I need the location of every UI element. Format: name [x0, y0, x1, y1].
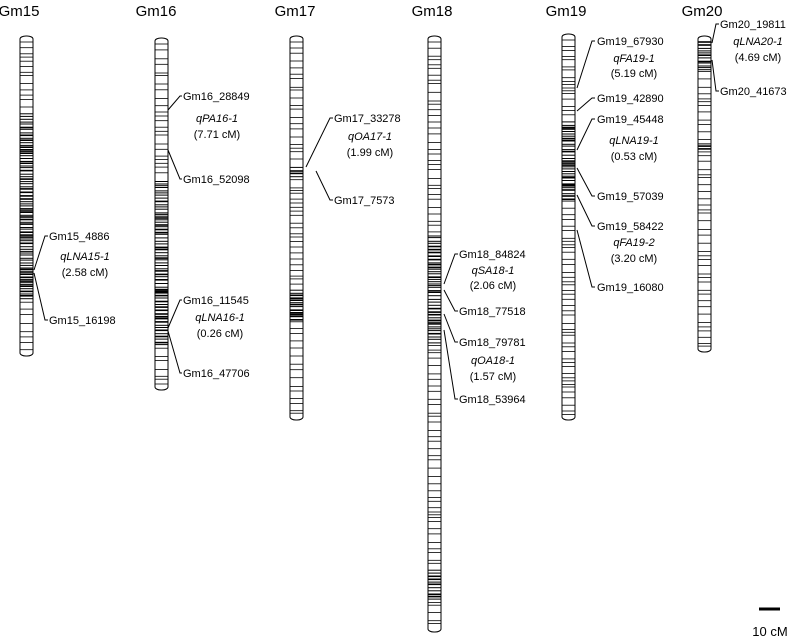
chromosome-title-gm15: Gm15 [0, 3, 39, 20]
connector-gm18-84824 [443, 253, 458, 285]
qtl-interval: (3.20 cM) [611, 253, 657, 265]
marker-label: Gm19_58422 [597, 221, 664, 233]
marker-label: Gm20_41673 [720, 86, 787, 98]
connector-gm16-52098 [167, 149, 182, 180]
marker-label: Gm18_77518 [459, 306, 526, 318]
connector-gm19-57039 [576, 167, 595, 197]
marker-label: Gm16_52098 [183, 174, 250, 186]
qtl-interval: (0.53 cM) [611, 151, 657, 163]
chromosome-title-gm16: Gm16 [136, 3, 177, 20]
scale-label: 10 cM [752, 624, 787, 639]
connector-gm15-16198 [33, 272, 48, 321]
marker-label: Gm18_84824 [459, 249, 526, 261]
connector-gm18-79781 [443, 313, 458, 343]
marker-label: Gm16_28849 [183, 91, 250, 103]
connector-gm18-77518 [443, 289, 458, 312]
qtl-name: qLNA19-1 [609, 135, 659, 147]
connector-gm16-47706 [167, 330, 182, 374]
qtl-interval: (4.69 cM) [735, 52, 781, 64]
qtl-name: qFA19-2 [613, 237, 654, 249]
marker-label: Gm18_53964 [459, 394, 526, 406]
chromosome-gm19 [561, 33, 576, 421]
chromosome-title-gm18: Gm18 [412, 3, 453, 20]
qtl-interval: (2.06 cM) [470, 280, 516, 292]
qtl-interval: (2.58 cM) [62, 267, 108, 279]
chromosome-gm20 [697, 35, 712, 353]
chromosome-gm16 [154, 37, 169, 391]
marker-label: Gm20_19811 [720, 19, 786, 31]
marker-label: Gm19_57039 [597, 191, 664, 203]
connector-gm19-42890 [576, 97, 595, 112]
connector-gm20-19811 [711, 23, 719, 44]
connector-gm19-67930 [576, 40, 595, 89]
qtl-name: qLNA15-1 [60, 251, 110, 263]
qtl-name: qFA19-1 [613, 53, 654, 65]
connector-gm16-11545 [167, 299, 182, 329]
chromosome-title-gm19: Gm19 [546, 3, 587, 20]
chromosome-title-gm17: Gm17 [275, 3, 316, 20]
connector-gm18-53964 [443, 329, 458, 400]
connector-gm17-7573 [315, 170, 333, 201]
qtl-name: qLNA20-1 [733, 36, 783, 48]
connector-gm19-16080 [576, 229, 595, 288]
qtl-interval: (1.99 cM) [347, 147, 393, 159]
chromosome-title-gm20: Gm20 [682, 3, 723, 20]
connector-gm16-28849 [167, 95, 182, 111]
qtl-name: qOA17-1 [348, 131, 392, 143]
marker-label: Gm19_16080 [597, 282, 664, 294]
marker-label: Gm18_79781 [459, 337, 526, 349]
marker-label: Gm19_42890 [597, 93, 664, 105]
marker-label: Gm19_45448 [597, 114, 664, 126]
marker-label: Gm19_67930 [597, 36, 664, 48]
connector-gm19-58422 [576, 194, 595, 227]
marker-label: Gm15_16198 [49, 315, 116, 327]
qtl-interval: (5.19 cM) [611, 68, 657, 80]
qtl-interval: (0.26 cM) [197, 328, 243, 340]
chromosome-gm18 [427, 35, 442, 633]
qtl-name: qSA18-1 [472, 265, 515, 277]
qtl-name: qLNA16-1 [195, 312, 245, 324]
connector-gm20-41673 [711, 59, 719, 92]
chromosome-bar [697, 35, 712, 353]
qtl-interval: (7.71 cM) [194, 129, 240, 141]
chromosome-gm15 [19, 35, 34, 357]
connector-lines [33, 23, 719, 400]
connector-gm15-4886 [33, 235, 48, 271]
connector-gm17-33278 [305, 117, 333, 168]
marker-label: Gm16_11545 [183, 295, 249, 307]
marker-label: Gm17_33278 [334, 113, 401, 125]
marker-label: Gm15_4886 [49, 231, 110, 243]
marker-label: Gm17_7573 [334, 195, 395, 207]
qtl-interval: (1.57 cM) [470, 371, 516, 383]
connector-gm19-45448 [576, 118, 595, 151]
marker-label: Gm16_47706 [183, 368, 250, 380]
chromosome-gm17 [289, 35, 304, 421]
qtl-name: qPA16-1 [196, 113, 238, 125]
qtl-name: qOA18-1 [471, 355, 515, 367]
